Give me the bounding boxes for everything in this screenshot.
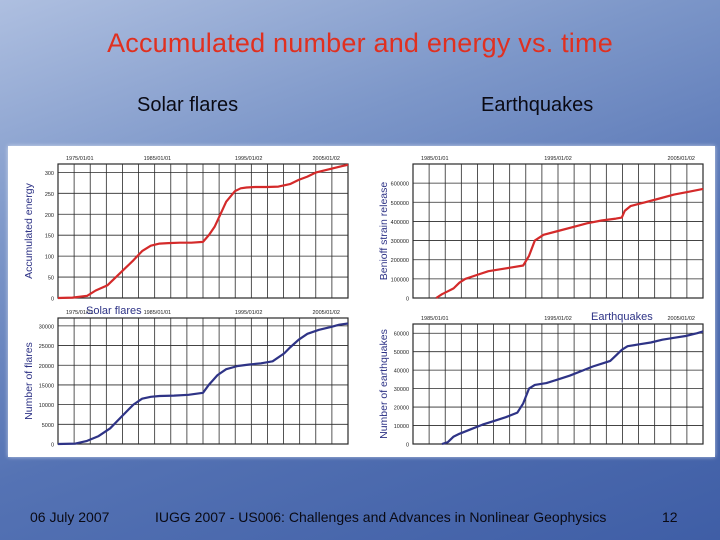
eq-count-y-axis-label: Number of earthquakes — [378, 329, 390, 439]
solar-flares-heading: Solar flares — [137, 94, 239, 116]
solar-count-title: Solar flares — [86, 305, 142, 317]
eq-count-y-tick-label: 60000 — [394, 332, 409, 338]
solar-energy-date-label: 2005/01/02 — [312, 156, 340, 162]
solar-count-date-label: 1975/01/01 — [66, 310, 94, 316]
solar-count-y-tick-label: 30000 — [39, 324, 54, 330]
eq-strain-y-tick-label: 0 — [406, 297, 409, 303]
eq-count-y-tick-label: 0 — [406, 443, 409, 449]
solar-count-y-tick-label: 20000 — [39, 364, 54, 370]
eq-strain-y-axis-label: Benioff strain release — [378, 182, 390, 281]
solar-energy-y-tick-label: 0 — [51, 297, 54, 303]
solar-count-date-label: 2005/01/02 — [312, 310, 340, 316]
solar-energy-date-label: 1975/01/01 — [66, 156, 94, 162]
eq-count-y-tick-label: 30000 — [394, 387, 409, 393]
eq-count-y-tick-label: 20000 — [394, 406, 409, 412]
eq-strain-date-label: 2005/01/02 — [667, 156, 695, 162]
solar-count-series-line — [57, 322, 349, 446]
solar-energy-series-line — [57, 163, 349, 300]
eq-strain-y-tick-label: 400000 — [391, 220, 409, 226]
solar-energy-y-tick-label: 150 — [45, 234, 54, 240]
eq-strain-y-tick-label: 500000 — [391, 201, 409, 207]
footer-conference: IUGG 2007 - US006: Challenges and Advanc… — [155, 509, 607, 525]
page-number: 12 — [662, 509, 678, 525]
eq-strain-y-tick-label: 300000 — [391, 239, 409, 245]
figure-panel: 0 50 100 150 200 250 300 1975/01/01 1985/01/01 19… — [8, 146, 715, 457]
charts-figure: 0 50 100 150 200 250 300 1975/01/01 1985/01/01 19… — [23, 156, 704, 449]
solar-count-y-tick-label: 15000 — [39, 383, 54, 389]
solar-energy-date-label: 1985/01/01 — [144, 156, 172, 162]
solar-count-date-label: 1995/01/02 — [235, 310, 263, 316]
eq-count-y-tick-label: 50000 — [394, 350, 409, 356]
slide-title: Accumulated number and energy vs. time — [107, 28, 613, 58]
solar-energy-y-tick-label: 300 — [45, 171, 54, 177]
eq-count-date-label: 2005/01/02 — [667, 316, 695, 322]
eq-strain-series-line — [435, 187, 704, 299]
solar-energy-y-axis-label: Accumulated energy — [23, 182, 35, 278]
solar-count-y-tick-label: 0 — [51, 443, 54, 449]
footer-date: 06 July 2007 — [30, 509, 110, 525]
solar-count-y-tick-label: 5000 — [42, 423, 54, 429]
solar-energy-y-tick-label: 200 — [45, 213, 54, 219]
eq-count-title: Earthquakes — [591, 311, 653, 323]
eq-strain-date-label: 1985/01/01 — [421, 156, 449, 162]
solar-energy-date-label: 1995/01/02 — [235, 156, 263, 162]
eq-count-y-tick-label: 10000 — [394, 424, 409, 430]
eq-strain-y-tick-label: 200000 — [391, 258, 409, 264]
eq-strain-y-tick-label: 100000 — [391, 277, 409, 283]
solar-count-y-tick-label: 25000 — [39, 344, 54, 350]
solar-count-y-axis-label: Number of flares — [23, 342, 35, 420]
earthquakes-heading: Earthquakes — [481, 94, 594, 116]
solar-count-date-label: 1985/01/01 — [144, 310, 172, 316]
solar-energy-y-tick-label: 50 — [48, 276, 54, 282]
solar-count-y-tick-label: 10000 — [39, 403, 54, 409]
eq-count-y-tick-label: 40000 — [394, 369, 409, 375]
eq-strain-date-label: 1995/01/02 — [544, 156, 572, 162]
solar-energy-y-tick-label: 100 — [45, 255, 54, 261]
solar-energy-y-tick-label: 250 — [45, 192, 54, 198]
eq-count-date-label: 1985/01/01 — [421, 316, 449, 322]
eq-count-series-line — [441, 330, 704, 446]
eq-strain-y-tick-label: 600000 — [391, 182, 409, 188]
eq-count-date-label: 1995/01/02 — [544, 316, 572, 322]
